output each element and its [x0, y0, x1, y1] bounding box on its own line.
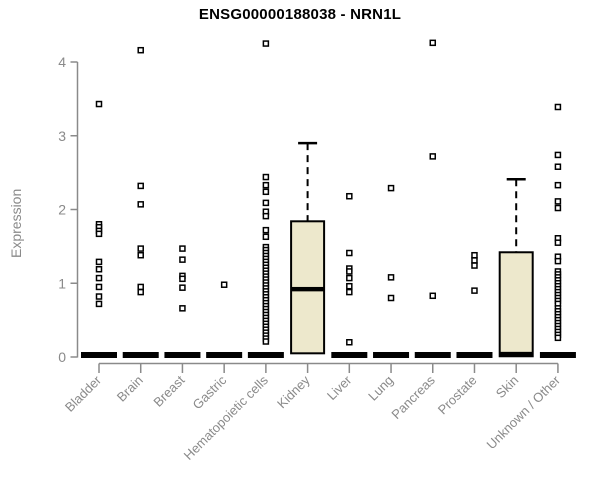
- zero-bar: [414, 352, 451, 358]
- outlier-point: [179, 305, 186, 312]
- outlier-point: [429, 153, 437, 160]
- outlier-point: [554, 204, 562, 212]
- y-tick-label: 3: [58, 128, 66, 144]
- outlier-point: [554, 257, 562, 265]
- outlier-point: [554, 151, 562, 159]
- x-category-label: Breast: [150, 372, 187, 409]
- x-category-label: Prostate: [435, 373, 480, 418]
- zero-bar: [81, 352, 117, 358]
- outlier-point: [554, 198, 562, 205]
- zero-bar: [206, 352, 243, 358]
- y-tick-label: 0: [58, 349, 66, 365]
- outlier-point: [95, 258, 103, 266]
- outlier-point: [346, 282, 353, 290]
- outlier-point: [429, 39, 437, 47]
- zero-bar: [247, 352, 284, 358]
- median-line: [499, 351, 533, 357]
- outlier-point: [95, 274, 103, 282]
- outlier-point: [554, 334, 562, 342]
- chart-title: ENSG00000188038 - NRN1L: [198, 6, 402, 23]
- outlier-point: [346, 288, 353, 296]
- outlier-point: [554, 239, 562, 246]
- y-tick-label: 4: [58, 54, 66, 70]
- outlier-point: [346, 339, 353, 346]
- outlier-point: [554, 103, 562, 111]
- outlier-point: [95, 100, 103, 108]
- outlier-point: [137, 283, 144, 291]
- outlier-point: [137, 288, 144, 296]
- outlier-point: [95, 293, 103, 300]
- outlier-point: [95, 265, 103, 273]
- x-category-label: Kidney: [274, 372, 313, 411]
- y-tick-label: 1: [58, 275, 66, 291]
- median-line: [291, 286, 325, 292]
- zero-bar: [122, 352, 159, 358]
- outlier-point: [179, 275, 186, 283]
- outlier-point: [137, 245, 144, 252]
- x-category-label: Unknown / Other: [483, 372, 563, 452]
- outlier-point: [346, 274, 353, 282]
- outlier-point: [346, 268, 353, 275]
- outlier-point: [262, 173, 270, 181]
- outlier-point: [262, 338, 270, 345]
- outlier-point: [262, 212, 270, 220]
- outlier-point: [346, 249, 353, 257]
- outlier-point: [137, 46, 144, 54]
- x-category-label: Pancreas: [388, 372, 438, 422]
- outlier-point: [387, 184, 395, 192]
- outlier-point: [179, 245, 186, 252]
- outlier-point: [179, 284, 186, 291]
- outlier-point: [554, 181, 562, 189]
- outlier-point: [554, 163, 562, 170]
- x-category-label: Bladder: [62, 372, 105, 415]
- outlier-point: [387, 294, 395, 302]
- y-tick-label: 2: [58, 202, 66, 218]
- zero-bar: [164, 352, 201, 358]
- zero-bar: [373, 352, 410, 358]
- outlier-point: [262, 226, 270, 234]
- outlier-point: [346, 192, 353, 200]
- zero-bar: [456, 352, 493, 358]
- outlier-point: [179, 256, 186, 263]
- outlier-point: [95, 283, 103, 291]
- outlier-point: [471, 257, 478, 264]
- outlier-point: [95, 300, 103, 308]
- outlier-point: [471, 262, 478, 269]
- outlier-point: [262, 199, 270, 207]
- x-category-label: Lung: [365, 373, 396, 404]
- outlier-point: [387, 274, 395, 281]
- outlier-point: [95, 230, 103, 238]
- x-category-label: Skin: [493, 373, 521, 401]
- outlier-point: [262, 181, 270, 189]
- x-category-label: Liver: [324, 372, 355, 403]
- outlier-point: [137, 251, 144, 259]
- x-category-label: Brain: [114, 373, 146, 405]
- outlier-point: [220, 281, 228, 288]
- outlier-point: [262, 233, 270, 241]
- zero-bar: [539, 352, 576, 358]
- outlier-point: [137, 201, 144, 208]
- x-category-label: Gastric: [190, 372, 230, 412]
- outlier-point: [262, 40, 270, 47]
- outlier-point: [137, 182, 144, 190]
- outlier-point: [429, 292, 437, 300]
- outlier-point: [471, 251, 478, 259]
- zero-bar: [331, 352, 368, 358]
- outlier-point: [262, 188, 270, 196]
- outlier-point: [471, 287, 478, 294]
- box: [498, 251, 534, 358]
